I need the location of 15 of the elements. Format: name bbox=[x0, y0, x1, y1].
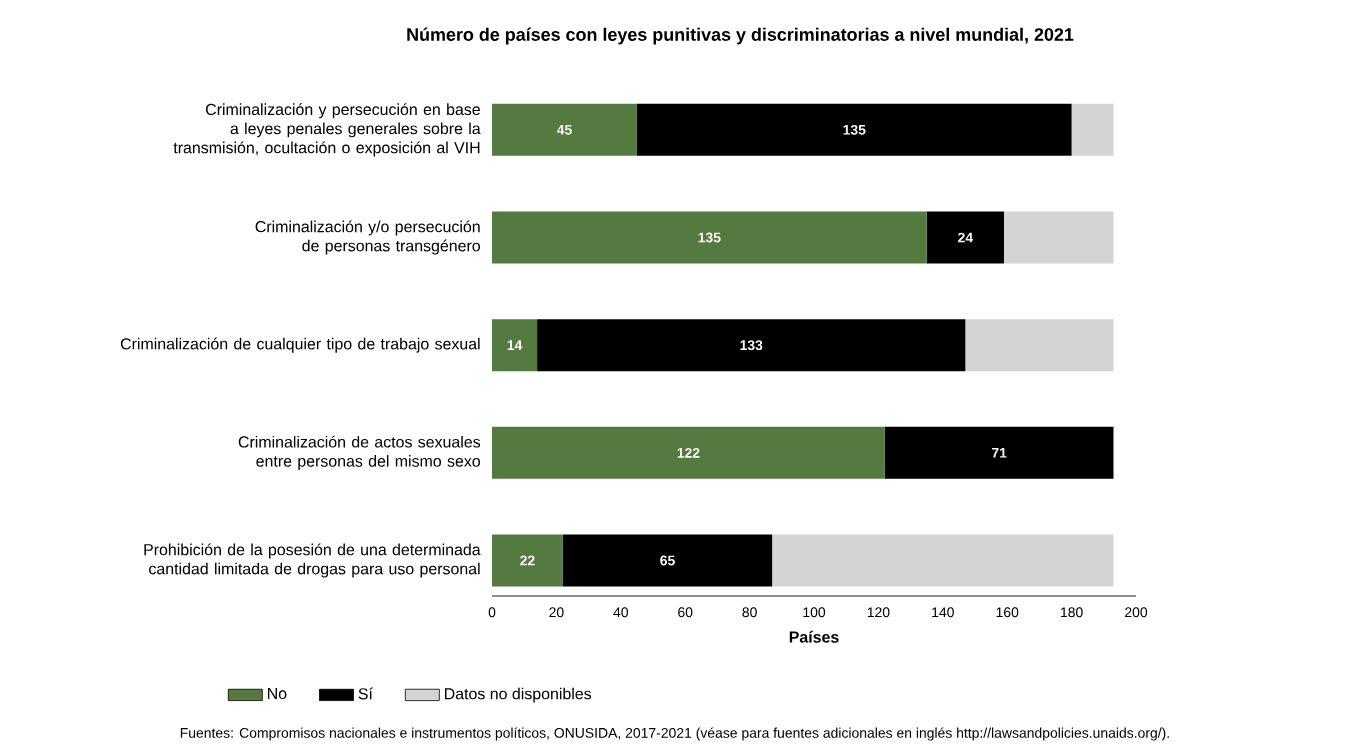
bar bbox=[636, 103, 1072, 156]
bar bbox=[492, 534, 563, 587]
bar bbox=[965, 319, 1114, 372]
bar bbox=[562, 534, 773, 587]
bar bbox=[492, 319, 538, 372]
bar bbox=[492, 426, 885, 479]
bar bbox=[884, 426, 1114, 479]
bar bbox=[537, 319, 966, 372]
chart-title: Número de países con leyes punitivas y discriminatorias a nivel mundial, 2021 bbox=[407, 27, 1074, 45]
bar bbox=[492, 211, 927, 264]
bar bbox=[1003, 211, 1114, 264]
bar bbox=[926, 211, 1004, 264]
bar bbox=[772, 534, 1114, 587]
bar bbox=[1071, 103, 1114, 156]
bar bbox=[492, 103, 637, 156]
